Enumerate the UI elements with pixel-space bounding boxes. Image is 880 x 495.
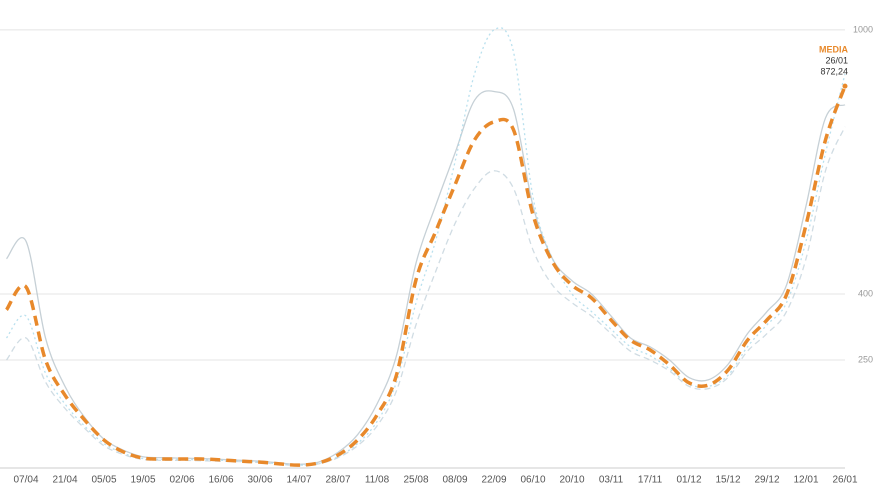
x-tick-label: 03/11 [599, 475, 624, 486]
x-tick-label: 05/05 [91, 475, 116, 486]
x-tick-label: 01/12 [676, 475, 701, 486]
x-tick-label: 20/10 [559, 475, 584, 486]
x-tick-label: 12/01 [793, 475, 818, 486]
series-line [5, 126, 846, 467]
x-tick-label: 06/10 [520, 475, 545, 486]
y-tick-label: 250 [858, 354, 873, 364]
x-tick-label: 21/04 [52, 475, 77, 486]
x-tick-label: 02/06 [169, 475, 194, 486]
y-tick-label: 1000 [853, 24, 873, 34]
x-tick-label: 22/09 [481, 475, 506, 486]
x-tick-label: 14/07 [286, 475, 311, 486]
x-tick-label: 19/05 [130, 475, 155, 486]
x-tick-label: 16/06 [208, 475, 233, 486]
y-tick-label: 400 [858, 288, 873, 298]
x-tick-label: 11/08 [365, 475, 390, 486]
x-tick-label: 26/01 [832, 475, 857, 486]
x-tick-label: 29/12 [754, 475, 779, 486]
x-tick-label: 28/07 [325, 475, 350, 486]
x-tick-label: 15/12 [715, 475, 740, 486]
x-tick-label: 25/08 [403, 475, 428, 486]
annotation-date: 26/01 [825, 55, 848, 65]
annotation-value: 872,24 [820, 66, 848, 76]
x-tick-label: 07/04 [13, 475, 38, 486]
end-point [842, 83, 848, 89]
x-tick-label: 08/09 [442, 475, 467, 486]
media-line [5, 85, 847, 467]
series-line [5, 27, 846, 466]
x-tick-label: 17/11 [638, 475, 663, 486]
annotation-name: MEDIA [819, 44, 849, 54]
series-line [5, 90, 846, 465]
x-tick-label: 30/06 [247, 475, 272, 486]
